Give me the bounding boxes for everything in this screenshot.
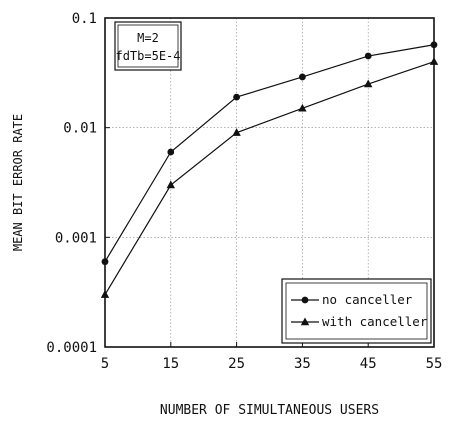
x-tick-label: 15 (162, 356, 179, 372)
series-line (105, 45, 434, 262)
series (101, 41, 438, 298)
x-tick-label: 45 (360, 356, 377, 372)
data-point (233, 94, 240, 101)
data-point (101, 290, 109, 298)
y-tick-label: 0.1 (72, 11, 97, 27)
x-tick-label: 35 (294, 356, 311, 372)
y-tick-label: 0.001 (55, 230, 97, 246)
y-tick-label: 0.01 (63, 121, 97, 137)
annotation-line: fdTb=5E-4 (115, 49, 180, 63)
x-tick-label: 55 (426, 356, 443, 372)
data-point (102, 258, 109, 265)
series-line (105, 62, 434, 295)
data-point (365, 53, 372, 60)
data-point (431, 41, 438, 48)
annotation-line: M=2 (137, 31, 159, 45)
data-point (430, 57, 438, 65)
parameter-annotation: M=2 fdTb=5E-4 (115, 22, 181, 70)
x-tick-label: 25 (228, 356, 245, 372)
legend-marker (302, 297, 309, 304)
legend: no canceller with canceller (282, 279, 431, 343)
legend-label: no canceller (322, 292, 413, 307)
data-point (167, 181, 175, 189)
data-point (167, 149, 174, 156)
x-axis-title: NUMBER OF SIMULTANEOUS USERS (160, 403, 379, 418)
legend-label: with canceller (322, 314, 428, 329)
y-tick-label: 0.0001 (46, 340, 97, 356)
data-point (299, 74, 306, 81)
y-axis-title: MEAN BIT ERROR RATE (11, 114, 25, 251)
x-tick-label: 5 (101, 356, 109, 372)
legend-frame (282, 279, 431, 343)
